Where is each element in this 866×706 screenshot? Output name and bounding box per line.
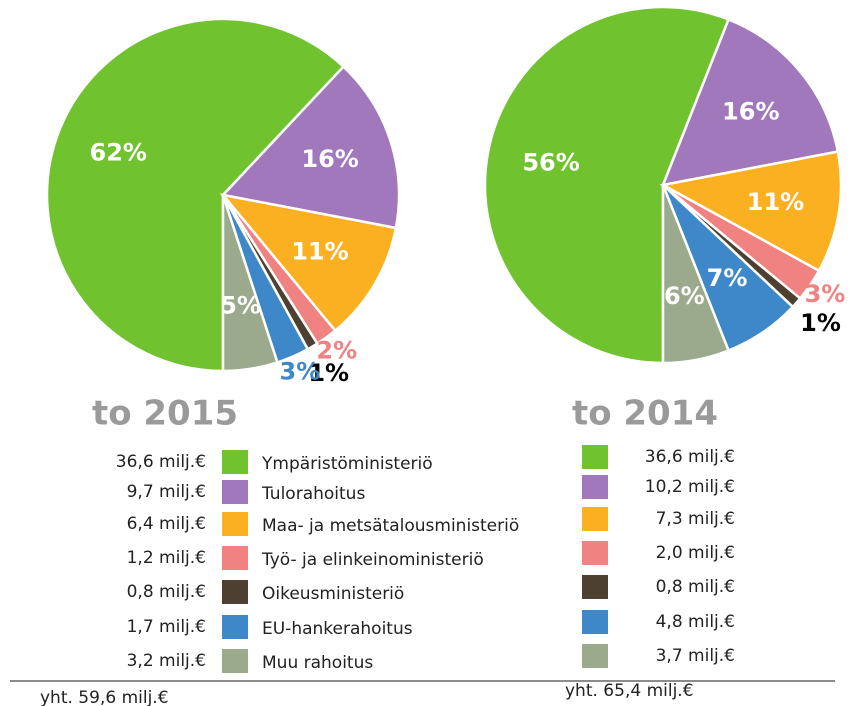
- data-label: 2%: [316, 337, 357, 365]
- pie-slice: [219, 193, 398, 333]
- legend-amount: 3,2 milj.€: [127, 651, 206, 671]
- legend-amount: 36,6 milj.€: [645, 447, 735, 467]
- pie-slice: [661, 17, 840, 187]
- legend-amount: 7,3 milj.€: [656, 509, 735, 529]
- legend-label: EU-hankerahoitus: [262, 619, 413, 639]
- legend-swatch: [222, 480, 248, 504]
- legend-amount: 0,8 milj.€: [656, 577, 735, 597]
- chart-title: to 2014: [572, 394, 718, 434]
- legend-label: Ympäristöministeriö: [261, 454, 433, 474]
- legend-amount: 6,4 milj.€: [127, 514, 206, 534]
- data-label: 7%: [707, 264, 748, 292]
- legend-swatch: [222, 580, 248, 604]
- legend-amount: 2,0 milj.€: [656, 543, 735, 563]
- pie-slice: [661, 184, 731, 365]
- legend-swatch: [582, 475, 608, 499]
- legend-amount: 3,7 milj.€: [656, 646, 735, 666]
- legend-label: Muu rahoitus: [262, 653, 373, 673]
- data-label: 1%: [800, 309, 841, 337]
- legend-amount: 4,8 milj.€: [656, 612, 735, 632]
- pie-slice: [45, 17, 346, 373]
- data-label: 16%: [722, 97, 779, 125]
- data-label: 11%: [291, 237, 348, 265]
- pie-slice: [221, 194, 279, 373]
- data-label: 3%: [280, 358, 321, 386]
- legend-label: Tulorahoitus: [261, 484, 365, 504]
- data-label: 16%: [301, 145, 358, 173]
- data-label: 3%: [805, 280, 846, 308]
- legend-label: Työ- ja elinkeinoministeriö: [261, 550, 484, 570]
- legend-amount: 9,7 milj.€: [127, 482, 206, 502]
- legend-swatch: [222, 512, 248, 536]
- legend-label: Maa- ja metsätalousministeriö: [262, 516, 519, 536]
- legend-swatch: [222, 615, 248, 639]
- legend-swatch: [582, 644, 608, 668]
- pie-slice: [483, 5, 731, 365]
- legend-label: Oikeusministeriö: [262, 584, 404, 604]
- data-label: 5%: [220, 291, 261, 319]
- legend-swatch: [222, 450, 248, 474]
- pie-slice: [220, 64, 401, 230]
- chart-title: to 2015: [92, 394, 238, 434]
- legend-amount: 0,8 milj.€: [127, 582, 206, 602]
- data-label: 11%: [747, 188, 804, 216]
- data-label: 1%: [308, 359, 349, 387]
- legend-swatch: [582, 575, 608, 599]
- data-label: 56%: [522, 149, 579, 177]
- legend-swatch: [582, 541, 608, 565]
- total: yht. 59,6 milj.€: [40, 688, 169, 706]
- legend-swatch: [222, 546, 248, 570]
- legend-amount: 36,6 milj.€: [116, 452, 206, 472]
- pie-slice: [659, 150, 843, 273]
- legend-amount: 1,7 milj.€: [127, 617, 206, 637]
- legend-amount: 1,2 milj.€: [127, 548, 206, 568]
- total: yht. 65,4 milj.€: [565, 681, 694, 701]
- legend-swatch: [222, 649, 248, 673]
- data-label: 6%: [664, 282, 705, 310]
- legend-swatch: [582, 507, 608, 531]
- legend-swatch: [582, 610, 608, 634]
- data-label: 62%: [90, 139, 147, 167]
- legend-amount: 10,2 milj.€: [645, 477, 735, 497]
- legend-swatch: [582, 445, 608, 469]
